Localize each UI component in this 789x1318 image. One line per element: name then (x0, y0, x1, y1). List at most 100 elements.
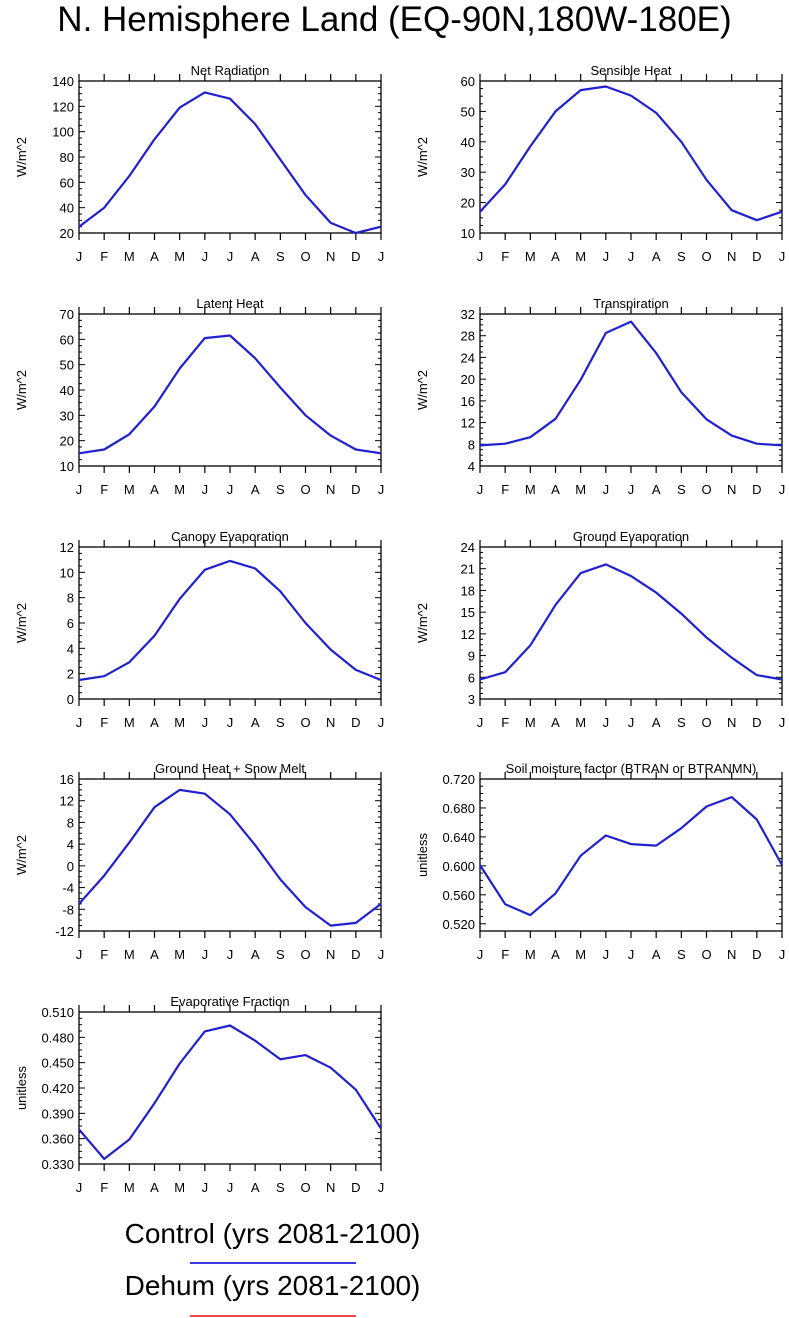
x-tick-label: M (124, 482, 135, 497)
y-tick-label: 4 (67, 837, 74, 852)
x-tick-label: J (628, 715, 635, 730)
chart-title: Soil moisture factor (BTRAN or BTRANMN) (506, 761, 757, 776)
x-tick-label: J (202, 715, 209, 730)
y-tick-label: 0.510 (41, 1005, 74, 1020)
y-tick-label: 30 (60, 408, 74, 423)
y-tick-label: 8 (468, 437, 475, 452)
x-tick-label: J (202, 1180, 209, 1195)
x-tick-label: O (701, 249, 711, 264)
x-tick-label: J (76, 715, 83, 730)
x-tick-label: J (227, 947, 234, 962)
x-tick-label: N (727, 249, 736, 264)
x-tick-label: A (251, 1180, 260, 1195)
x-tick-label: J (603, 249, 610, 264)
y-tick-label: 8 (67, 591, 74, 606)
x-tick-label: J (378, 947, 385, 962)
y-tick-label: 0.480 (41, 1030, 74, 1045)
y-axis-label: W/m^2 (415, 370, 430, 410)
x-tick-label: O (300, 249, 310, 264)
y-tick-label: 0.520 (442, 917, 475, 932)
series-line (78, 788, 382, 927)
x-tick-label: N (326, 249, 335, 264)
x-tick-label: O (701, 482, 711, 497)
x-tick-label: A (551, 249, 560, 264)
series-line (78, 334, 382, 455)
series-line (479, 795, 783, 917)
x-tick-label: F (501, 249, 509, 264)
y-tick-label: 0.420 (41, 1081, 74, 1096)
x-tick-label: J (227, 482, 234, 497)
y-tick-label: 8 (67, 815, 74, 830)
plot-frame (78, 546, 382, 700)
y-tick-label: 0.390 (41, 1106, 74, 1121)
legend-control-label: Control (yrs 2081-2100) (124, 1218, 421, 1249)
y-tick-label: 10 (461, 226, 475, 241)
y-tick-label: 10 (60, 565, 74, 580)
page-title: N. Hemisphere Land (EQ-90N,180W-180E) (57, 0, 732, 39)
x-tick-label: J (603, 482, 610, 497)
x-tick-label: M (575, 715, 586, 730)
x-tick-label: A (652, 715, 661, 730)
plot-frame (78, 778, 382, 932)
y-tick-label: 12 (461, 416, 475, 431)
y-tick-label: 30 (461, 165, 475, 180)
x-tick-label: J (477, 482, 484, 497)
x-tick-label: J (779, 482, 786, 497)
y-tick-label: 24 (461, 350, 475, 365)
x-tick-label: J (227, 1180, 234, 1195)
x-tick-label: M (174, 715, 185, 730)
x-tick-label: N (727, 947, 736, 962)
x-tick-label: A (150, 482, 159, 497)
y-tick-label: 16 (461, 394, 475, 409)
x-tick-label: M (525, 249, 536, 264)
y-tick-label: 70 (60, 307, 74, 322)
x-tick-label: D (351, 1180, 360, 1195)
y-tick-label: 60 (461, 74, 475, 89)
y-tick-label: 100 (52, 125, 74, 140)
x-tick-label: S (677, 482, 686, 497)
y-tick-label: -8 (62, 902, 74, 917)
y-tick-label: 40 (60, 383, 74, 398)
series-line (78, 91, 382, 235)
x-tick-label: S (276, 482, 285, 497)
x-tick-label: D (752, 482, 761, 497)
y-tick-label: 40 (461, 135, 475, 150)
x-tick-label: A (251, 249, 260, 264)
x-tick-label: O (701, 947, 711, 962)
y-tick-label: 20 (60, 226, 74, 241)
x-tick-label: J (628, 947, 635, 962)
x-tick-label: M (124, 1180, 135, 1195)
y-tick-label: 0.600 (442, 859, 475, 874)
x-tick-label: M (174, 482, 185, 497)
y-tick-label: 20 (461, 372, 475, 387)
x-tick-label: J (603, 947, 610, 962)
y-tick-label: 21 (461, 562, 475, 577)
y-tick-label: 32 (461, 307, 475, 322)
x-tick-label: A (150, 249, 159, 264)
y-axis-label: W/m^2 (14, 603, 29, 643)
plot-frame (78, 80, 382, 234)
x-tick-label: A (150, 715, 159, 730)
y-axis-label: W/m^2 (14, 370, 29, 410)
legend-control-line (190, 1262, 356, 1264)
x-tick-label: M (525, 482, 536, 497)
x-tick-label: D (752, 947, 761, 962)
x-tick-label: D (351, 482, 360, 497)
chart-title: Canopy Evaporation (171, 529, 289, 544)
chart-title: Ground Evaporation (573, 529, 689, 544)
x-tick-label: F (100, 249, 108, 264)
x-tick-label: J (76, 1180, 83, 1195)
x-tick-label: J (378, 1180, 385, 1195)
x-tick-label: M (525, 947, 536, 962)
y-tick-label: -12 (55, 924, 74, 939)
y-tick-label: 0.360 (41, 1132, 74, 1147)
x-tick-label: J (603, 715, 610, 730)
x-tick-label: A (652, 482, 661, 497)
y-tick-label: -4 (62, 881, 74, 896)
x-tick-label: N (326, 482, 335, 497)
y-tick-label: 28 (461, 329, 475, 344)
